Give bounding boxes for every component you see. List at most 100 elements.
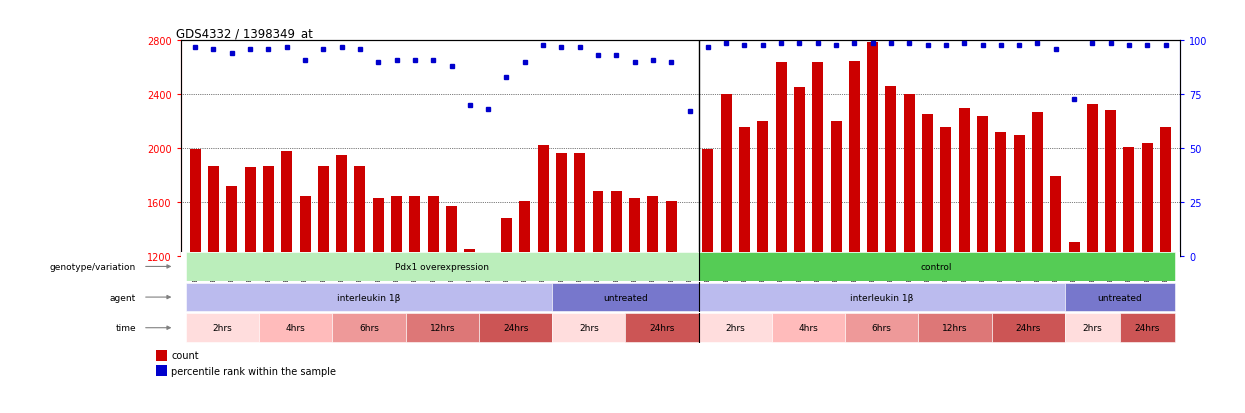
Bar — [1068, 242, 1079, 256]
Bar — [574, 154, 585, 256]
Bar — [977, 116, 989, 256]
Bar — [186, 283, 553, 312]
Bar — [317, 166, 329, 256]
Bar — [428, 197, 438, 256]
Bar — [156, 366, 167, 376]
Bar — [629, 198, 640, 256]
Text: count: count — [171, 351, 199, 361]
Text: 6hrs: 6hrs — [872, 323, 891, 332]
Bar — [919, 313, 992, 342]
Bar — [940, 127, 951, 256]
Text: untreated: untreated — [603, 293, 647, 302]
Bar — [812, 63, 823, 256]
Text: 24hrs: 24hrs — [1016, 323, 1041, 332]
Text: Pdx1 overexpression: Pdx1 overexpression — [396, 262, 489, 271]
Bar — [1064, 313, 1119, 342]
Bar — [868, 43, 878, 256]
Text: GDS4332 / 1398349_at: GDS4332 / 1398349_at — [176, 27, 312, 40]
Text: interleukin 1β: interleukin 1β — [337, 293, 401, 302]
Bar — [845, 313, 919, 342]
Bar — [776, 63, 787, 256]
Bar — [186, 313, 259, 342]
Bar — [593, 192, 604, 256]
Bar — [406, 313, 479, 342]
Bar — [336, 155, 347, 256]
Bar — [647, 197, 659, 256]
Text: control: control — [921, 262, 952, 271]
Bar — [740, 127, 749, 256]
Bar — [355, 166, 366, 256]
Text: interleukin 1β: interleukin 1β — [850, 293, 914, 302]
Text: 4hrs: 4hrs — [286, 323, 306, 332]
Text: 24hrs: 24hrs — [503, 323, 528, 332]
Bar — [483, 255, 493, 256]
Bar — [263, 166, 274, 256]
Bar — [772, 313, 845, 342]
Bar — [553, 283, 698, 312]
Text: 4hrs: 4hrs — [799, 323, 818, 332]
Bar — [553, 313, 625, 342]
Bar — [1160, 127, 1172, 256]
Text: percentile rank within the sample: percentile rank within the sample — [171, 366, 336, 376]
Bar — [227, 186, 238, 256]
Bar — [186, 252, 698, 281]
Bar — [519, 201, 530, 256]
Bar — [611, 192, 621, 256]
Bar — [794, 88, 806, 256]
Bar — [446, 206, 457, 256]
Bar — [1123, 147, 1134, 256]
Text: 6hrs: 6hrs — [359, 323, 378, 332]
Text: 2hrs: 2hrs — [726, 323, 746, 332]
Bar — [849, 62, 860, 256]
Bar — [666, 201, 677, 256]
Text: time: time — [116, 323, 136, 332]
Text: 2hrs: 2hrs — [213, 323, 233, 332]
Bar — [1087, 104, 1098, 256]
Bar — [464, 249, 476, 256]
Bar — [721, 95, 732, 256]
Text: 2hrs: 2hrs — [1082, 323, 1102, 332]
Bar — [1013, 135, 1025, 256]
Bar — [189, 150, 200, 256]
Bar — [995, 133, 1006, 256]
Bar — [698, 252, 1175, 281]
Text: 12hrs: 12hrs — [430, 323, 456, 332]
Bar — [1051, 177, 1061, 256]
Bar — [757, 122, 768, 256]
Bar — [992, 313, 1064, 342]
Bar — [702, 150, 713, 256]
Bar — [479, 313, 553, 342]
Bar — [1142, 143, 1153, 256]
Bar — [1106, 111, 1117, 256]
Bar — [156, 350, 167, 361]
Bar — [391, 197, 402, 256]
Bar — [1032, 112, 1043, 256]
Bar — [1064, 283, 1175, 312]
Bar — [300, 197, 310, 256]
Bar — [500, 218, 512, 256]
Bar — [959, 108, 970, 256]
Bar — [698, 313, 772, 342]
Text: 12hrs: 12hrs — [942, 323, 967, 332]
Bar — [281, 151, 293, 256]
Bar — [923, 115, 933, 256]
Bar — [259, 313, 332, 342]
Bar — [538, 146, 549, 256]
Bar — [1119, 313, 1175, 342]
Text: 2hrs: 2hrs — [579, 323, 599, 332]
Bar — [885, 87, 896, 256]
Bar — [372, 198, 383, 256]
Bar — [555, 154, 566, 256]
Bar — [332, 313, 406, 342]
Text: untreated: untreated — [1097, 293, 1142, 302]
Text: agent: agent — [110, 293, 136, 302]
Bar — [410, 197, 421, 256]
Text: 24hrs: 24hrs — [650, 323, 675, 332]
Bar — [244, 167, 255, 256]
Text: 24hrs: 24hrs — [1134, 323, 1160, 332]
Text: genotype/variation: genotype/variation — [50, 262, 136, 271]
Bar — [904, 95, 915, 256]
Bar — [830, 122, 842, 256]
Bar — [625, 313, 698, 342]
Bar — [698, 283, 1064, 312]
